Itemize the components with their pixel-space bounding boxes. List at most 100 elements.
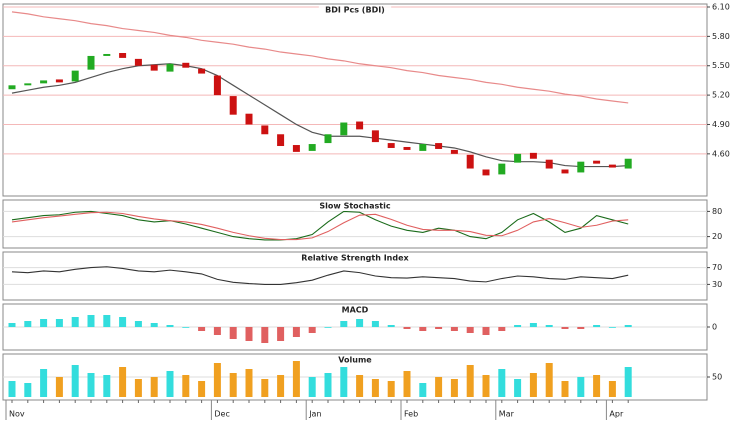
- moving-average: [11, 63, 629, 168]
- candle-body: [134, 58, 142, 66]
- moving-average: [11, 11, 629, 104]
- y-tick-label: 4.60: [712, 149, 730, 158]
- panel-title: BDI Pcs (BDI): [325, 6, 385, 15]
- candle-body: [577, 161, 585, 173]
- bar: [466, 365, 474, 397]
- bar: [498, 369, 506, 397]
- bar: [466, 327, 474, 333]
- bar: [308, 377, 316, 397]
- x-tick-label: Feb: [404, 410, 418, 419]
- bar: [24, 383, 32, 397]
- y-tick-label: 5.20: [712, 91, 730, 100]
- candle-body: [482, 169, 490, 176]
- candle-body: [24, 83, 32, 86]
- y-tick-label: 50: [712, 373, 722, 382]
- bar: [71, 365, 79, 397]
- bar: [545, 325, 553, 327]
- candle-body: [371, 130, 379, 143]
- bar: [529, 373, 537, 397]
- y-tick-label: 5.80: [712, 32, 730, 41]
- bar: [292, 327, 300, 337]
- bar: [198, 327, 206, 331]
- candle-body: [324, 134, 332, 144]
- bar: [624, 367, 632, 397]
- candle-body: [55, 79, 63, 83]
- candle-body: [245, 113, 253, 125]
- bar: [71, 317, 79, 327]
- bar: [419, 327, 427, 331]
- candle-body: [608, 164, 616, 168]
- bar: [482, 375, 490, 397]
- bar: [166, 371, 174, 397]
- candle-body: [292, 145, 300, 152]
- candle-body: [356, 121, 364, 130]
- indicator-line: [11, 210, 629, 241]
- bar: [340, 367, 348, 397]
- bar: [419, 383, 427, 397]
- bar: [371, 379, 379, 397]
- title-bg: [335, 355, 375, 365]
- x-tick-label: Nov: [9, 410, 25, 419]
- candle-body: [229, 96, 237, 115]
- bar: [150, 377, 158, 397]
- candle-body: [103, 53, 111, 56]
- candle-body: [150, 64, 158, 71]
- bar: [103, 375, 111, 397]
- bar: [8, 381, 16, 397]
- bar: [608, 327, 616, 328]
- bar: [87, 373, 95, 397]
- candle-body: [450, 149, 458, 154]
- bar: [561, 327, 569, 329]
- bar: [198, 381, 206, 397]
- bar: [577, 377, 585, 397]
- bar: [403, 327, 411, 329]
- bar: [277, 327, 285, 341]
- bar: [40, 319, 48, 327]
- bar: [261, 327, 269, 343]
- bar: [593, 375, 601, 397]
- bar: [498, 327, 506, 331]
- candle-body: [403, 146, 411, 150]
- y-tick-label: 4.90: [712, 120, 730, 129]
- candle-body: [529, 152, 537, 159]
- candle-body: [514, 153, 522, 163]
- bar: [608, 381, 616, 397]
- y-tick-label: 30: [712, 280, 722, 289]
- bar: [308, 327, 316, 333]
- x-tick-label: Apr: [609, 410, 624, 419]
- candle-body: [435, 143, 443, 149]
- bar: [229, 327, 237, 339]
- bar: [340, 321, 348, 327]
- bar: [119, 317, 127, 327]
- bar: [213, 327, 221, 335]
- bar: [387, 381, 395, 397]
- candle-body: [87, 55, 95, 70]
- candle-body: [71, 70, 79, 82]
- bar: [182, 327, 190, 328]
- candle-body: [498, 163, 506, 175]
- panel-title: Relative Strength Index: [301, 254, 409, 263]
- candle-body: [119, 53, 127, 58]
- bar: [245, 327, 253, 341]
- candle-body: [624, 158, 632, 169]
- candle-body: [466, 154, 474, 169]
- bar: [150, 323, 158, 327]
- candle-body: [277, 134, 285, 147]
- bar: [55, 377, 63, 397]
- bar: [134, 321, 142, 327]
- bar: [371, 321, 379, 327]
- candle-body: [198, 68, 206, 74]
- candle-body: [387, 143, 395, 148]
- x-tick-label: Jan: [308, 410, 321, 419]
- bar: [514, 379, 522, 397]
- bar: [545, 363, 553, 397]
- bar: [482, 327, 490, 335]
- bar: [166, 325, 174, 327]
- bar: [261, 379, 269, 397]
- bar: [514, 325, 522, 327]
- y-tick-label: 5.50: [712, 61, 730, 70]
- bar: [182, 375, 190, 397]
- candle-body: [213, 75, 221, 96]
- bar: [40, 369, 48, 397]
- bar: [529, 323, 537, 327]
